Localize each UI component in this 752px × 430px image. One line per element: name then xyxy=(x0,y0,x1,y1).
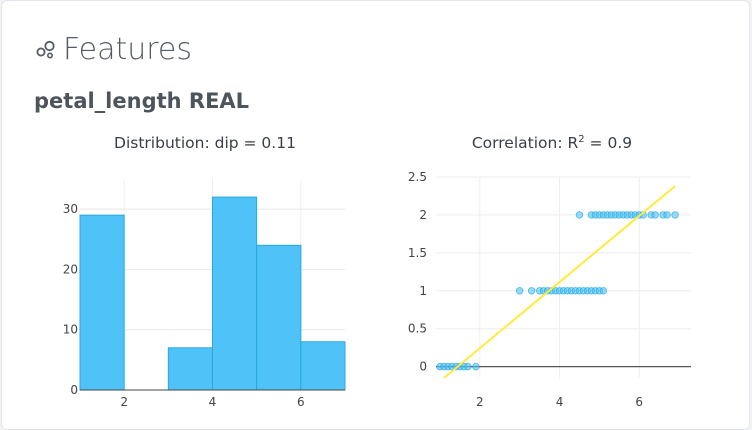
features-title: Features xyxy=(63,31,192,67)
corr-point xyxy=(663,211,671,219)
corr-y-tick-label: 1 xyxy=(419,284,427,298)
corr-point xyxy=(575,211,584,219)
correlation-title-suffix: = 0.9 xyxy=(584,134,633,153)
hist-x-tick-label: 6 xyxy=(297,395,305,409)
corr-x-tick-label: 4 xyxy=(556,395,564,409)
corr-point xyxy=(527,287,536,295)
corr-point xyxy=(464,362,472,371)
hist-bar xyxy=(300,341,346,391)
corr-y-tick-label: 0.5 xyxy=(408,322,427,336)
corr-point xyxy=(671,211,679,219)
histogram-title: Distribution: dip = 0.11 xyxy=(114,134,296,152)
features-icon xyxy=(36,40,55,59)
hist-x-tick-label: 2 xyxy=(120,395,128,409)
hist-y-tick-label: 0 xyxy=(70,383,78,397)
corr-fit-line xyxy=(443,185,676,379)
hist-bar xyxy=(167,347,213,391)
corr-point xyxy=(651,211,659,219)
corr-y-tick-label: 1.5 xyxy=(408,246,427,260)
correlation-title-sup: 2 xyxy=(578,134,585,145)
feature-name: petal_length REAL xyxy=(34,89,250,113)
hist-y-tick-label: 20 xyxy=(63,262,78,276)
corr-x-tick-label: 6 xyxy=(635,395,643,409)
hist-y-tick-label: 30 xyxy=(63,202,78,216)
corr-point xyxy=(472,362,480,371)
hist-y-tick-label: 10 xyxy=(63,323,78,337)
correlation-title: Correlation: R2 = 0.9 xyxy=(412,134,692,152)
hist-bar xyxy=(256,244,302,391)
corr-y-tick-label: 2.5 xyxy=(408,170,427,184)
corr-point xyxy=(599,287,608,295)
corr-y-tick-label: 2 xyxy=(419,208,427,222)
hist-bar xyxy=(79,214,125,391)
corr-y-tick-label: 0 xyxy=(419,360,427,374)
features-heading: Features xyxy=(35,29,192,69)
corr-x-tick-label: 2 xyxy=(476,395,484,409)
corr-point xyxy=(515,287,524,295)
hist-x-tick-label: 4 xyxy=(209,395,217,409)
correlation-title-prefix: Correlation: R xyxy=(471,134,579,153)
